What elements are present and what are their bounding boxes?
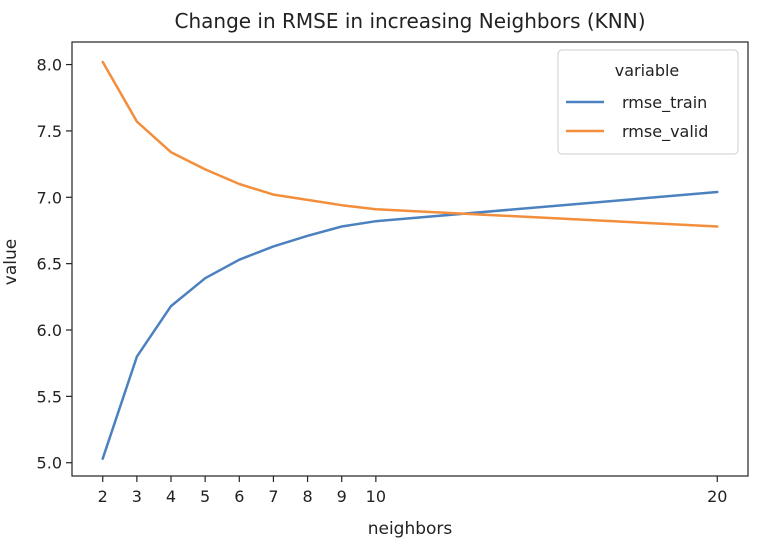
series-line-rmse-valid xyxy=(101,60,719,228)
series-line-rmse-train xyxy=(101,190,719,460)
y-tick-label: 6.5 xyxy=(37,255,62,274)
y-axis: 5.0 5.5 6.0 6.5 7.0 7.5 8.0 xyxy=(37,56,72,473)
legend-label-rmse-train: rmse_train xyxy=(622,93,707,113)
x-tick-label: 20 xyxy=(707,487,727,506)
y-tick-label: 5.5 xyxy=(37,387,62,406)
y-tick-label: 7.0 xyxy=(37,188,62,207)
x-tick-label: 4 xyxy=(166,487,176,506)
chart-title: Change in RMSE in increasing Neighbors (… xyxy=(175,9,646,33)
x-axis: 2 3 4 5 6 7 8 9 10 20 xyxy=(98,476,727,506)
x-tick-label: 10 xyxy=(366,487,386,506)
series-group xyxy=(101,60,719,460)
y-tick-label: 8.0 xyxy=(37,56,62,75)
y-tick-label: 6.0 xyxy=(37,321,62,340)
x-tick-label: 2 xyxy=(98,487,108,506)
x-tick-label: 6 xyxy=(234,487,244,506)
x-tick-label: 8 xyxy=(302,487,312,506)
y-axis-label: value xyxy=(1,239,21,285)
legend-title: variable xyxy=(615,61,680,80)
x-tick-label: 5 xyxy=(200,487,210,506)
x-tick-label: 3 xyxy=(132,487,142,506)
x-axis-label: neighbors xyxy=(368,519,453,539)
legend: variable rmse_train rmse_valid xyxy=(557,49,739,155)
x-tick-label: 9 xyxy=(337,487,347,506)
y-tick-label: 7.5 xyxy=(37,122,62,141)
x-tick-label: 7 xyxy=(268,487,278,506)
legend-frame xyxy=(557,49,739,155)
y-tick-label: 5.0 xyxy=(37,454,62,473)
legend-label-rmse-valid: rmse_valid xyxy=(622,122,708,142)
